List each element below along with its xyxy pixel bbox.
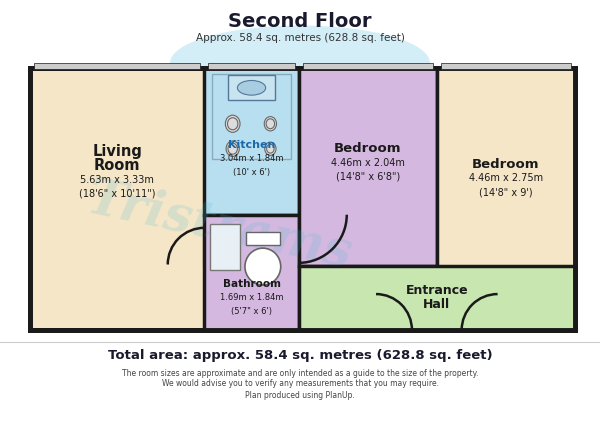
Text: Tristrams: Tristrams bbox=[83, 174, 357, 278]
Bar bbox=[34, 63, 200, 69]
Text: Living: Living bbox=[92, 144, 142, 159]
Bar bbox=[205, 68, 299, 215]
Bar bbox=[212, 74, 291, 159]
Text: Plan produced using PlanUp.: Plan produced using PlanUp. bbox=[245, 391, 355, 399]
Ellipse shape bbox=[170, 25, 430, 101]
Ellipse shape bbox=[238, 81, 266, 95]
Bar bbox=[30, 68, 575, 330]
Bar bbox=[437, 68, 575, 330]
Text: The room sizes are approximate and are only intended as a guide to the size of t: The room sizes are approximate and are o… bbox=[122, 368, 478, 378]
Text: Bedroom: Bedroom bbox=[334, 143, 401, 156]
Text: Bathroom: Bathroom bbox=[223, 279, 281, 289]
Text: Room: Room bbox=[94, 158, 140, 173]
Ellipse shape bbox=[266, 144, 274, 153]
Text: Entrance: Entrance bbox=[406, 284, 468, 297]
Text: 3.04m x 1.84m: 3.04m x 1.84m bbox=[220, 154, 283, 164]
Text: (18'6" x 10'11"): (18'6" x 10'11") bbox=[79, 189, 155, 199]
Ellipse shape bbox=[228, 143, 238, 154]
Text: Approx. 58.4 sq. metres (628.8 sq. feet): Approx. 58.4 sq. metres (628.8 sq. feet) bbox=[196, 33, 404, 43]
Text: (5'7" x 6'): (5'7" x 6') bbox=[231, 307, 272, 316]
Text: 5.63m x 3.33m: 5.63m x 3.33m bbox=[80, 175, 154, 185]
Text: Total area: approx. 58.4 sq. metres (628.8 sq. feet): Total area: approx. 58.4 sq. metres (628… bbox=[107, 350, 493, 362]
Bar bbox=[208, 63, 295, 69]
Text: 1.69m x 1.84m: 1.69m x 1.84m bbox=[220, 293, 283, 302]
Bar bbox=[205, 215, 299, 330]
Text: Second Floor: Second Floor bbox=[228, 13, 372, 31]
Ellipse shape bbox=[245, 248, 281, 285]
Text: (10' x 6'): (10' x 6') bbox=[233, 168, 270, 177]
Bar bbox=[299, 68, 437, 266]
Text: 4.46m x 2.04m: 4.46m x 2.04m bbox=[331, 158, 404, 168]
Bar bbox=[441, 63, 571, 69]
Text: We would advise you to verify any measurements that you may require.: We would advise you to verify any measur… bbox=[161, 379, 439, 388]
Text: (14'8" x 9'): (14'8" x 9') bbox=[479, 187, 533, 197]
Bar bbox=[210, 224, 240, 270]
Text: 4.46m x 2.75m: 4.46m x 2.75m bbox=[469, 173, 543, 183]
Bar bbox=[228, 75, 275, 100]
Text: Kitchen: Kitchen bbox=[228, 140, 275, 150]
Ellipse shape bbox=[264, 116, 277, 131]
Text: Bedroom: Bedroom bbox=[472, 157, 539, 170]
Ellipse shape bbox=[265, 142, 276, 155]
Ellipse shape bbox=[226, 115, 240, 133]
Bar bbox=[30, 68, 575, 330]
Bar bbox=[246, 232, 280, 245]
Bar bbox=[299, 266, 575, 330]
Text: (14'8" x 6'8"): (14'8" x 6'8") bbox=[335, 172, 400, 182]
Ellipse shape bbox=[266, 119, 275, 129]
Text: Hall: Hall bbox=[423, 298, 451, 311]
Ellipse shape bbox=[226, 141, 239, 157]
Bar bbox=[302, 63, 433, 69]
Ellipse shape bbox=[227, 118, 238, 130]
